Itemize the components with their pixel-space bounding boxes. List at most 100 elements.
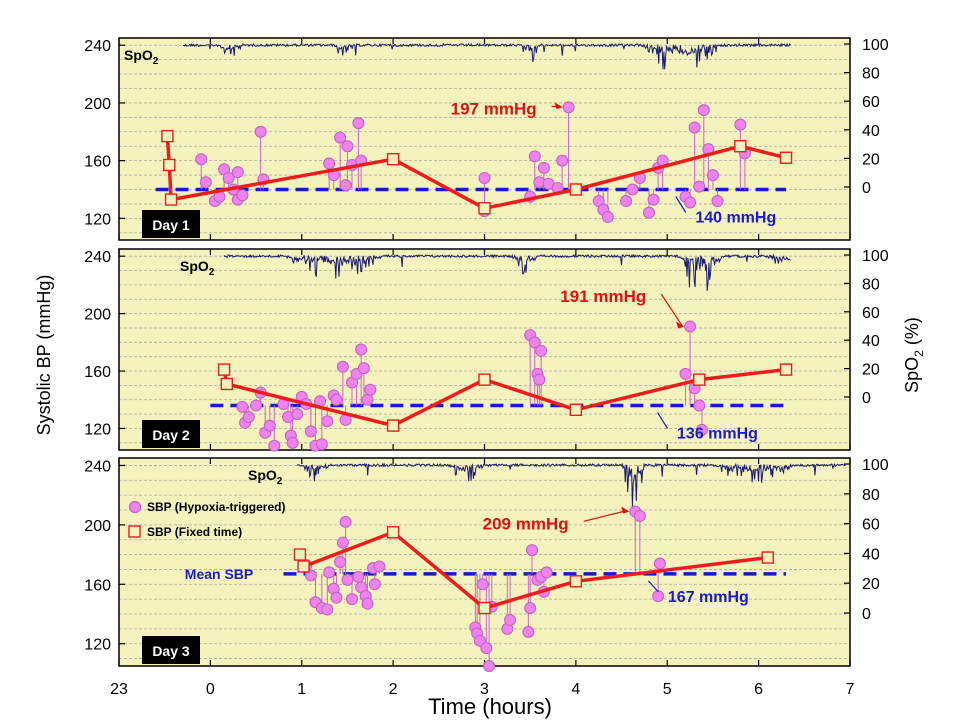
hypoxia-sbp-point [480, 642, 493, 655]
x-tick-label: 1 [297, 681, 306, 698]
hypoxia-sbp-point [304, 425, 317, 438]
hypoxia-sbp-point [321, 603, 334, 616]
peak-annotation: 191 mmHg [560, 287, 646, 306]
peak-annotation: 197 mmHg [451, 99, 537, 118]
hypoxia-sbp-point [533, 373, 546, 386]
hypoxia-sbp-point [368, 578, 381, 591]
x-tick-label: 23 [110, 681, 128, 698]
hypoxia-sbp-point [711, 195, 724, 208]
fixed-time-sbp-point [386, 419, 400, 432]
fixed-time-sbp-point [163, 158, 176, 172]
fixed-time-sbp-point [478, 601, 491, 615]
hypoxia-sbp-point [476, 578, 489, 591]
y-tick-left-label: 160 [84, 154, 111, 171]
hypoxia-sbp-point [361, 597, 374, 610]
fixed-time-sbp-point [569, 183, 583, 196]
y-tick-right-label: 0 [862, 390, 871, 407]
peak-arrow [583, 509, 628, 522]
y-tick-left-label: 200 [84, 518, 111, 535]
mean-annotation: 136 mmHg [677, 425, 758, 442]
y-tick-right-label: 80 [862, 66, 880, 83]
hypoxia-sbp-point [323, 566, 336, 579]
fixed-time-sbp-point [293, 548, 307, 561]
fixed-time-sbp-point [569, 403, 583, 416]
hypoxia-sbp-point [254, 125, 267, 138]
hypoxia-sbp-point [321, 415, 334, 428]
fixed-time-sbp-point [478, 373, 491, 386]
hypoxia-sbp-point [695, 423, 708, 436]
peak-arrowhead [621, 506, 630, 514]
fixed-time-sbp-point [386, 526, 400, 539]
hypoxia-sbp-point [364, 383, 377, 396]
hypoxia-sbp-point [524, 602, 537, 615]
peak-annotation: 209 mmHg [483, 514, 569, 533]
fixed-time-sbp-point [478, 202, 491, 215]
hypoxia-sbp-point [334, 556, 347, 568]
hypoxia-sbp-point [339, 515, 352, 528]
hypoxia-sbp-point [562, 101, 575, 114]
hypoxia-sbp-point [336, 360, 349, 373]
hypoxia-sbp-point [483, 660, 496, 672]
y-tick-left-label: 120 [84, 637, 111, 654]
y-axis-left-title: Systolic BP (mmHg) [34, 275, 54, 436]
spo2-trace [296, 462, 846, 507]
hypoxia-sbp-point [537, 161, 550, 174]
hypoxia-sbp-point [478, 171, 491, 184]
y-tick-right-label: 40 [862, 546, 880, 563]
y-tick-right-label: 0 [862, 180, 871, 197]
hypoxia-sbp-point [341, 573, 354, 586]
y-tick-right-label: 100 [862, 457, 889, 474]
spo2-trace [223, 253, 791, 291]
legend-hypoxia-label: SBP (Hypoxia-triggered) [147, 500, 285, 514]
y-tick-right-label: 100 [862, 248, 889, 265]
y-tick-right-label: 20 [862, 151, 880, 168]
day-3-panel: 120 160 200 240 0 20 40 60 80 100 SpO2 Day 3 209 mmH… [84, 457, 889, 672]
hypoxia-sbp-point [697, 104, 710, 117]
y-tick-left-label: 240 [84, 249, 111, 266]
hypoxia-sbp-point [195, 153, 208, 166]
hypoxia-sbp-point [334, 131, 347, 144]
y-tick-right-label: 20 [862, 362, 880, 379]
hypoxia-sbp-point [734, 118, 747, 131]
y-tick-right-label: 20 [862, 576, 880, 593]
hypoxia-sbp-point [693, 180, 706, 193]
fixed-time-sbp-point [761, 551, 774, 564]
hypoxia-sbp-point [528, 336, 541, 349]
hypoxia-sbp-point [286, 436, 299, 449]
hypoxia-sbp-point [626, 183, 639, 196]
y-tick-right-label: 60 [862, 305, 880, 322]
spo2-trace [183, 42, 791, 70]
y-tick-left-label: 240 [84, 458, 111, 475]
day-1-panel: 120 160 200 240 0 20 40 60 80 100 SpO2 Day 1 197 mmH… [84, 37, 889, 241]
y-tick-right-label: 0 [862, 606, 871, 623]
x-tick-label: 4 [571, 681, 580, 698]
day-label: Day 2 [152, 427, 190, 443]
x-tick-label: 3 [480, 681, 489, 698]
spo2-label: SpO2 [248, 467, 283, 487]
hypoxia-sbp-point [352, 570, 365, 583]
hypoxia-sbp-point [361, 393, 374, 406]
legend-fixed-label: SBP (Fixed time) [147, 525, 242, 539]
y-tick-right-label: 100 [862, 37, 889, 54]
fixed-time-sbp-point [779, 151, 793, 164]
hypoxia-sbp-point [250, 399, 263, 412]
day-label-box [142, 420, 200, 448]
hypoxia-sbp-point [373, 560, 386, 573]
legend: SBP (Hypoxia-triggered) SBP (Fixed time) [128, 500, 285, 539]
fixed-time-sbp-point [386, 152, 400, 166]
hypoxia-sbp-point [242, 410, 255, 423]
hypoxia-sbp-point [236, 400, 249, 413]
hypoxia-sbp-point [222, 171, 235, 184]
hypoxia-sbp-point [653, 557, 666, 570]
hypoxia-sbp-point [642, 206, 655, 219]
legend-fixed-marker [128, 525, 141, 538]
fixed-time-sbp-point [734, 140, 747, 153]
peak-arrowhead [554, 102, 563, 110]
hypoxia-sbp-point [526, 544, 539, 557]
hypoxia-sbp-point [556, 154, 569, 167]
day-label: Day 1 [152, 217, 190, 233]
hypoxia-sbp-point [528, 150, 541, 163]
day-2-panel: 120 160 200 240 0 20 40 60 80 100 SpO2 Day 2 191 mmH… [84, 248, 889, 452]
hypoxia-sbp-point [236, 189, 249, 202]
y-axis-right-title: SpO2 (%) [902, 317, 926, 393]
